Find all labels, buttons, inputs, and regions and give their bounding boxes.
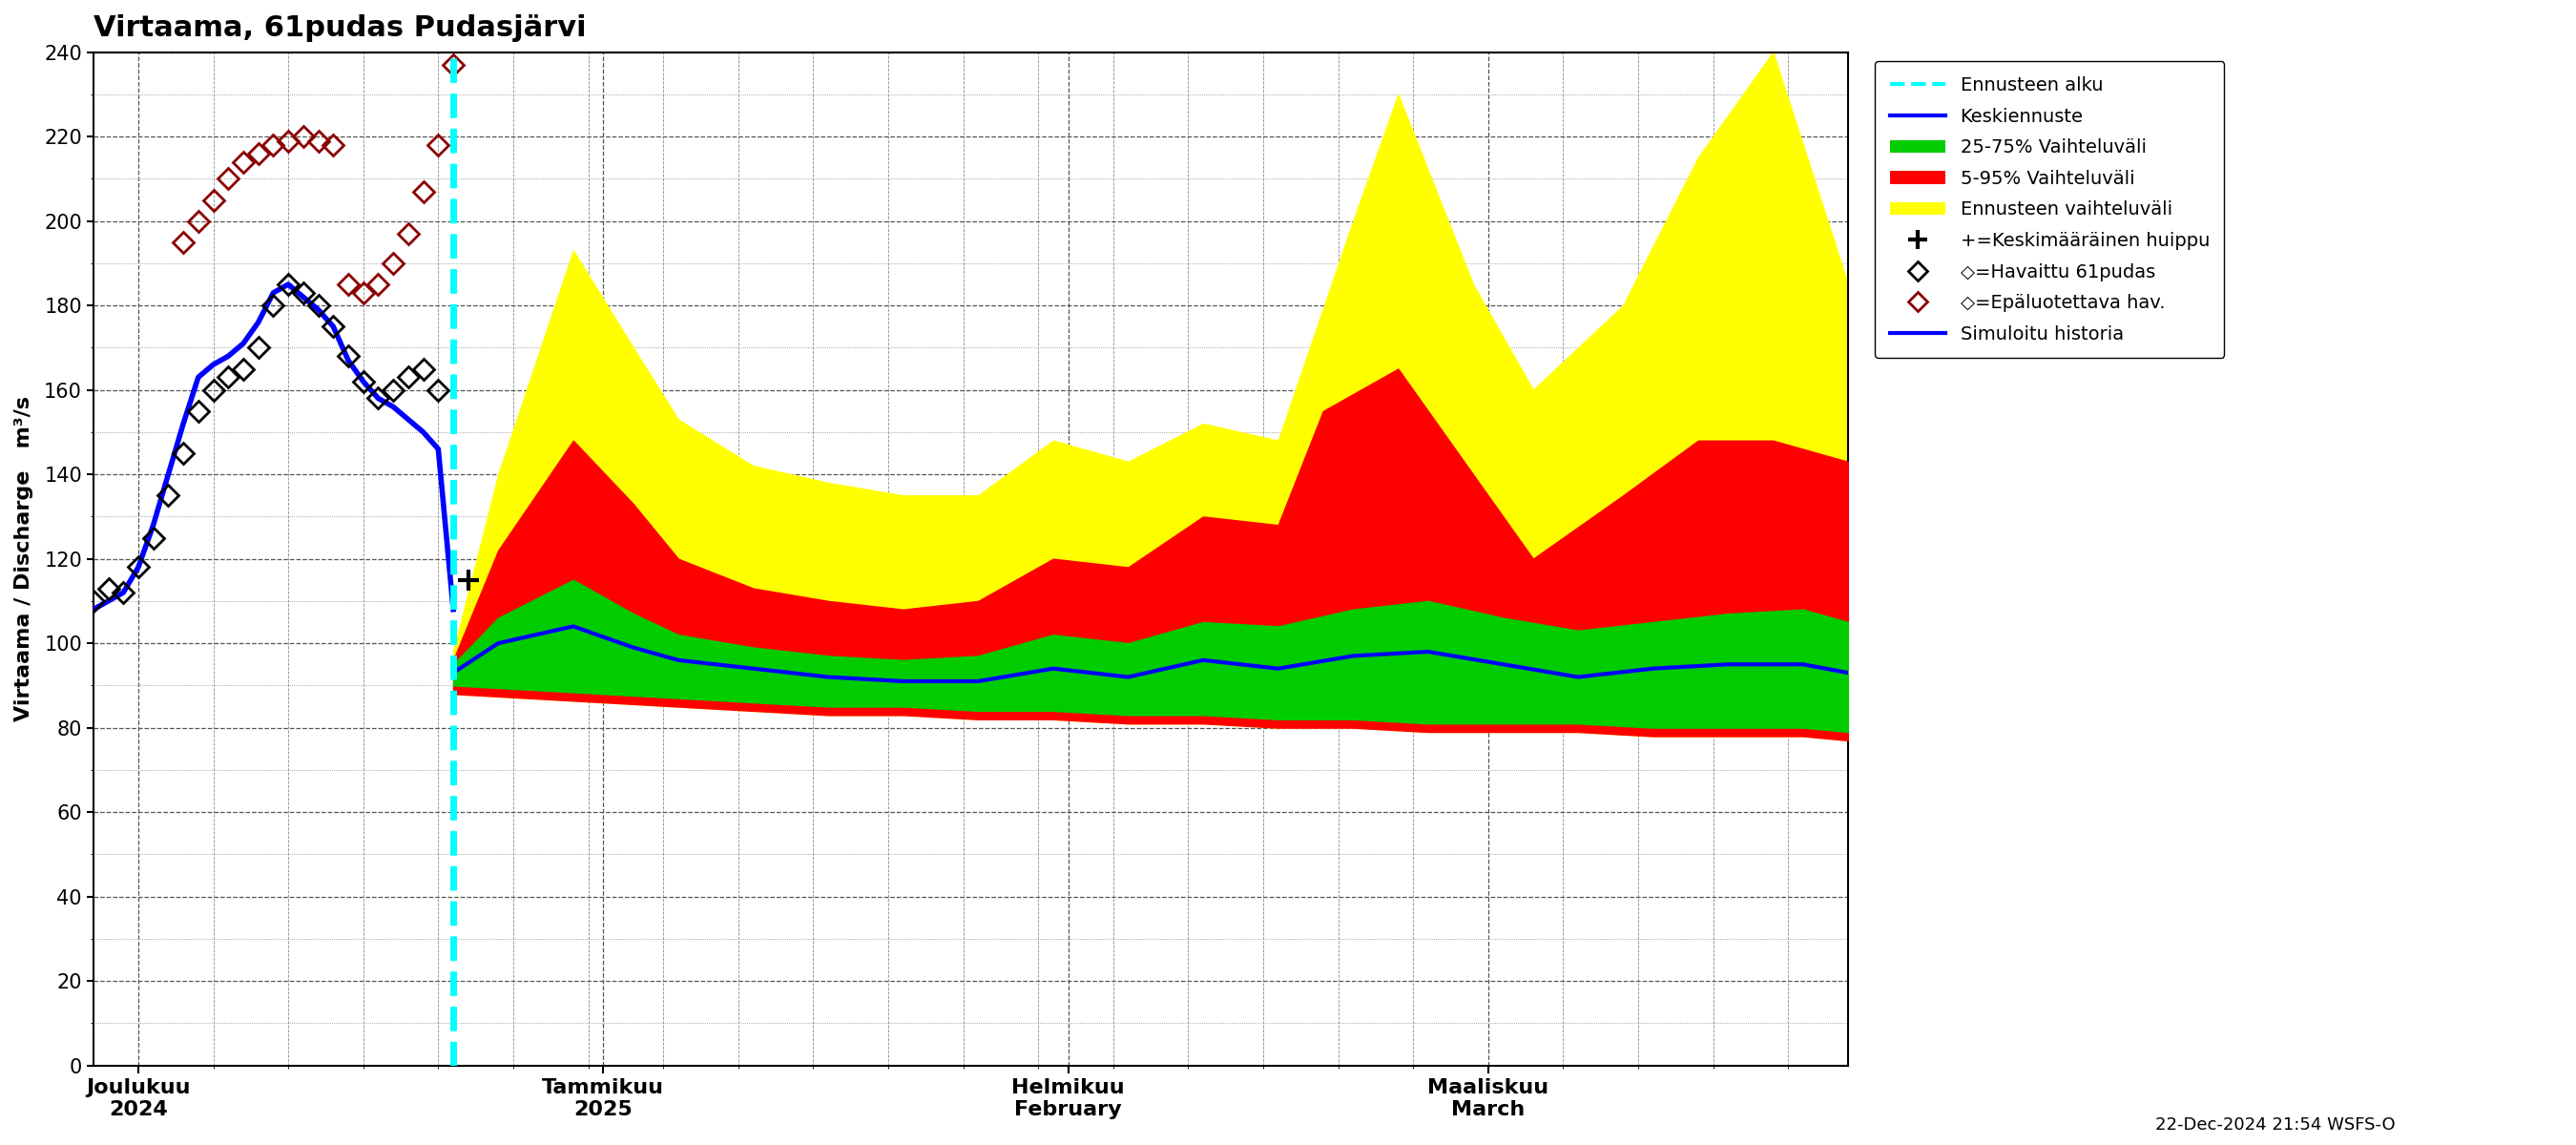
Text: Virtaama, 61pudas Pudasjärvi: Virtaama, 61pudas Pudasjärvi (93, 14, 587, 42)
Text: 22-Dec-2024 21:54 WSFS-O: 22-Dec-2024 21:54 WSFS-O (2156, 1116, 2396, 1134)
Y-axis label: Virtaama / Discharge   m³/s: Virtaama / Discharge m³/s (15, 396, 33, 721)
Legend: Ennusteen alku, Keskiennuste, 25-75% Vaihteluväli, 5-95% Vaihteluväli, Ennusteen: Ennusteen alku, Keskiennuste, 25-75% Vai… (1875, 62, 2226, 358)
